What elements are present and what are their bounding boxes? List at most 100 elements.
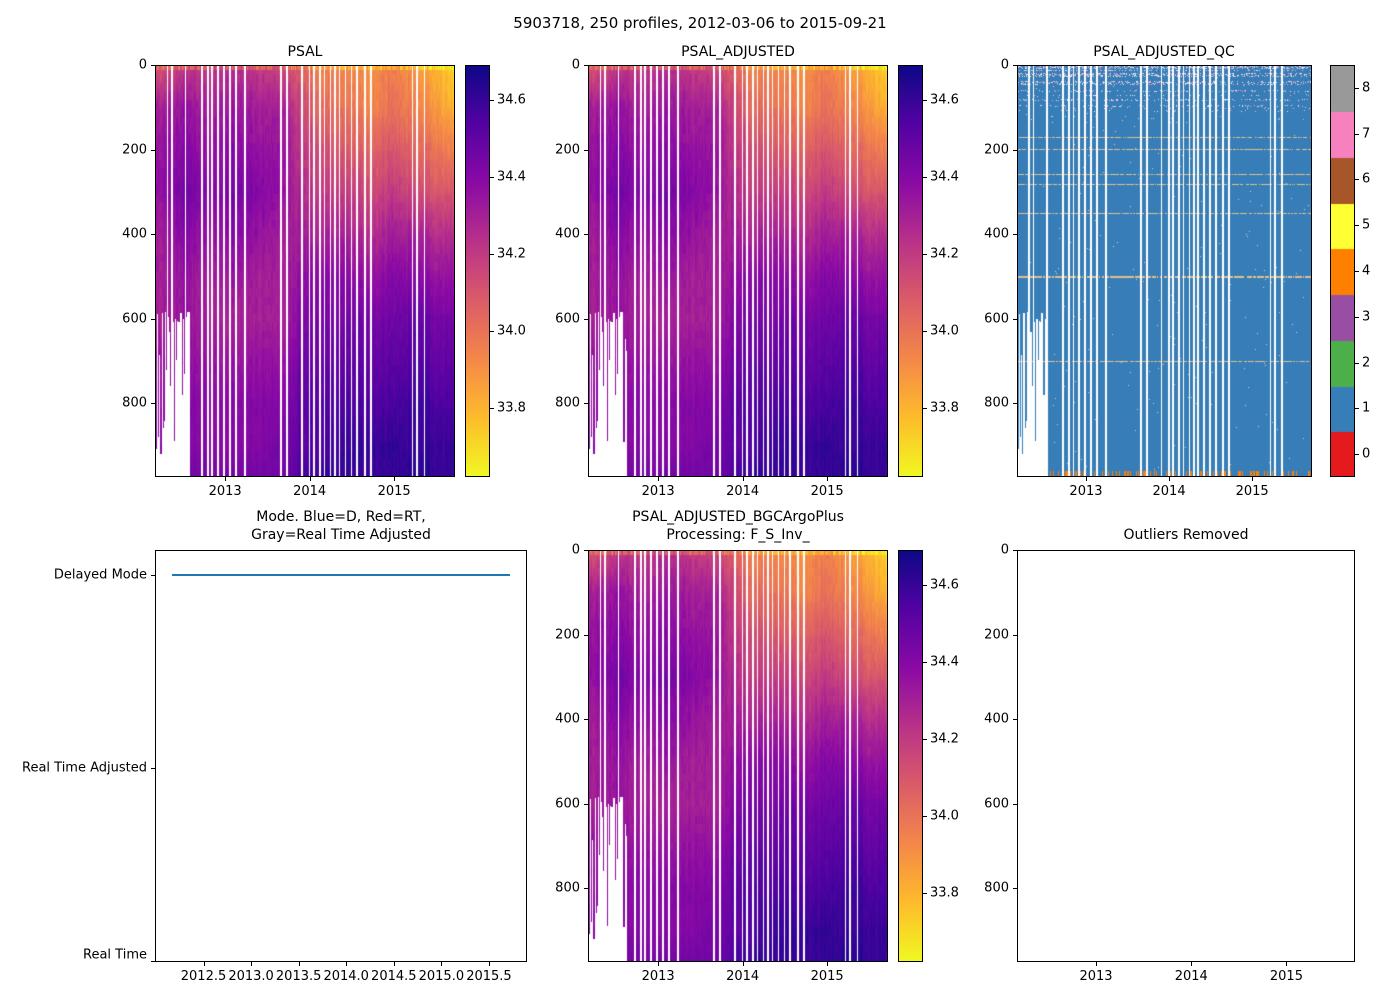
- colorbar-tick-label: 8: [1362, 80, 1371, 96]
- x-tick-label: 2013: [641, 484, 675, 499]
- y-tick-mark: [1013, 318, 1017, 320]
- colorbar-tick-label: 7: [1362, 126, 1371, 142]
- x-tick-label: 2015: [1235, 484, 1269, 499]
- y-tick-label: 600: [122, 311, 147, 327]
- mode-category-label: Delayed Mode: [53, 567, 147, 583]
- x-tick-mark: [309, 477, 311, 481]
- colorbar-tick-label: 2: [1362, 355, 1371, 371]
- mode-category-label: Real Time: [83, 947, 147, 963]
- x-tick-label: 2015: [810, 969, 844, 984]
- colorbar-tick-mark: [1355, 454, 1359, 456]
- colorbar-tick-label: 34.4: [497, 169, 526, 185]
- y-tick-label: 200: [984, 142, 1009, 157]
- x-tick-label: 2013.5: [275, 969, 322, 984]
- colorbar-tick-mark: [923, 892, 927, 894]
- colorbar-tick-mark: [1355, 362, 1359, 364]
- x-tick-mark: [1286, 962, 1288, 966]
- y-tick-label: 200: [555, 627, 580, 642]
- colorbar-tick-label: 34.4: [930, 169, 959, 185]
- y-tick-label: 400: [984, 711, 1009, 727]
- x-tick-mark: [1096, 962, 1098, 966]
- y-tick-mark: [151, 768, 155, 770]
- y-tick-mark: [584, 318, 588, 320]
- outliers-axes-border: [1017, 550, 1355, 962]
- y-tick-label: 200: [555, 142, 580, 157]
- x-tick-label: 2013: [208, 484, 242, 499]
- y-tick-mark: [151, 234, 155, 236]
- x-tick-mark: [1191, 962, 1193, 966]
- colorbar-tick-label: 34.6: [497, 92, 526, 108]
- y-tick-mark: [151, 149, 155, 151]
- x-tick-mark: [1252, 477, 1254, 481]
- y-tick-mark: [1013, 888, 1017, 890]
- y-tick-mark: [151, 574, 155, 576]
- y-tick-label: 400: [122, 226, 147, 242]
- colorbar-tick-label: 34.6: [930, 92, 959, 108]
- y-tick-mark: [584, 634, 588, 636]
- x-tick-mark: [488, 962, 490, 966]
- colorbar-tick-mark: [490, 407, 494, 409]
- panel-psal-adjusted-qc-title: PSAL_ADJUSTED_QC: [1093, 44, 1235, 60]
- x-tick-mark: [251, 962, 253, 966]
- x-tick-label: 2014: [726, 484, 760, 499]
- y-tick-label: 200: [122, 142, 147, 157]
- x-tick-mark: [742, 477, 744, 481]
- y-tick-label: 400: [984, 226, 1009, 242]
- y-tick-mark: [1013, 65, 1017, 66]
- colorbar-tick-mark: [1355, 225, 1359, 227]
- x-tick-mark: [742, 962, 744, 966]
- x-tick-mark: [298, 962, 300, 966]
- y-tick-label: 400: [555, 711, 580, 727]
- y-tick-mark: [1013, 719, 1017, 721]
- y-tick-mark: [584, 234, 588, 236]
- x-tick-label: 2013: [641, 969, 675, 984]
- y-tick-label: 400: [555, 226, 580, 242]
- y-tick-label: 0: [138, 57, 147, 73]
- y-tick-mark: [151, 318, 155, 320]
- mode-axes-border: [155, 550, 527, 962]
- y-tick-label: 0: [1000, 542, 1009, 558]
- colorbar-tick-label: 33.8: [930, 885, 959, 901]
- x-tick-label: 2015: [1269, 969, 1303, 984]
- psal-adjusted-heatmap-canvas: [588, 65, 888, 477]
- x-tick-label: 2014: [293, 484, 327, 499]
- x-tick-label: 2014: [1152, 484, 1186, 499]
- x-tick-mark: [827, 962, 829, 966]
- colorbar-tick-mark: [1355, 271, 1359, 272]
- y-tick-mark: [1013, 550, 1017, 551]
- colorbar-tick-mark: [1355, 179, 1359, 181]
- y-tick-mark: [1013, 403, 1017, 405]
- panel-psal-title: PSAL: [287, 44, 323, 60]
- x-tick-label: 2013: [1069, 484, 1103, 499]
- y-tick-label: 600: [555, 311, 580, 327]
- x-tick-mark: [1169, 477, 1171, 481]
- x-tick-label: 2013: [1079, 969, 1113, 984]
- psal-heatmap-canvas: [155, 65, 455, 477]
- y-tick-label: 200: [984, 627, 1009, 642]
- y-tick-mark: [151, 403, 155, 405]
- qc-colorbar: [1330, 65, 1355, 477]
- x-tick-label: 2015: [810, 484, 844, 499]
- y-tick-mark: [1013, 634, 1017, 636]
- colorbar-tick-mark: [1355, 87, 1359, 89]
- x-tick-label: 2014.0: [323, 969, 369, 984]
- y-tick-mark: [1013, 234, 1017, 236]
- colorbar-tick-label: 34.2: [930, 731, 959, 747]
- psal-adjusted-qc-heatmap-canvas: [1017, 65, 1312, 477]
- colorbar-tick-label: 34.0: [930, 808, 959, 824]
- y-tick-mark: [584, 888, 588, 890]
- x-tick-label: 2014.5: [371, 969, 417, 984]
- x-tick-label: 2012.5: [180, 969, 227, 984]
- colorbar-tick-mark: [490, 176, 494, 178]
- colorbar-tick-label: 34.0: [930, 323, 959, 339]
- x-tick-mark: [346, 962, 348, 966]
- y-tick-mark: [584, 550, 588, 551]
- x-tick-mark: [1085, 477, 1087, 481]
- colorbar-tick-mark: [490, 330, 494, 332]
- x-tick-label: 2015.5: [466, 969, 512, 984]
- x-tick-mark: [658, 962, 660, 966]
- x-tick-label: 2015.0: [418, 969, 465, 984]
- colorbar-tick-label: 6: [1362, 171, 1371, 187]
- y-tick-label: 0: [1000, 57, 1009, 73]
